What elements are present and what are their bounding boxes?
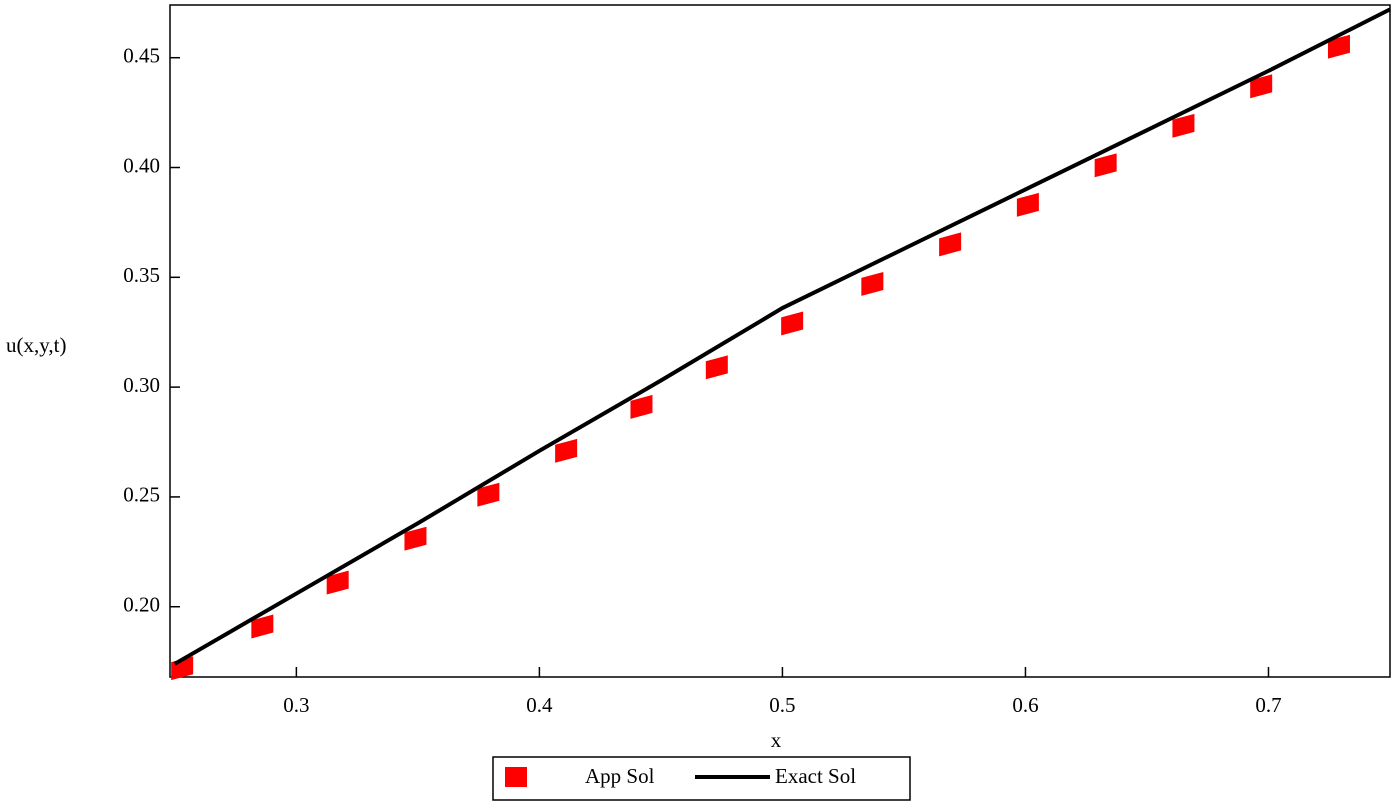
marker bbox=[1327, 34, 1350, 59]
marker bbox=[477, 482, 500, 507]
exact-line bbox=[173, 7, 1391, 666]
x-tick-label: 0.6 bbox=[1012, 693, 1038, 717]
x-tick-label: 0.7 bbox=[1255, 693, 1281, 717]
marker bbox=[326, 570, 349, 595]
legend-marker bbox=[505, 767, 527, 787]
marker bbox=[555, 438, 578, 463]
x-tick-label: 0.3 bbox=[283, 693, 309, 717]
marker bbox=[1172, 113, 1195, 138]
marker bbox=[251, 614, 274, 639]
x-tick-label: 0.5 bbox=[769, 693, 795, 717]
y-tick-label: 0.45 bbox=[123, 44, 160, 68]
y-tick-label: 0.25 bbox=[123, 483, 160, 507]
y-tick-label: 0.30 bbox=[123, 373, 160, 397]
y-tick-label: 0.20 bbox=[123, 593, 160, 617]
y-tick-label: 0.40 bbox=[123, 153, 160, 177]
marker bbox=[861, 271, 884, 296]
marker bbox=[630, 394, 653, 419]
marker bbox=[705, 355, 728, 380]
marker bbox=[1016, 192, 1039, 217]
marker bbox=[404, 526, 427, 551]
y-axis-label: u(x,y,t) bbox=[6, 333, 66, 357]
x-tick-label: 0.4 bbox=[526, 693, 553, 717]
marker bbox=[1250, 74, 1273, 99]
legend-label: Exact Sol bbox=[775, 764, 856, 788]
y-tick-label: 0.35 bbox=[123, 263, 160, 287]
x-axis-label: x bbox=[771, 728, 782, 752]
marker bbox=[939, 232, 962, 257]
marker bbox=[1094, 153, 1117, 178]
legend-label: App Sol bbox=[585, 764, 655, 788]
plot-frame bbox=[169, 4, 1391, 678]
marker bbox=[781, 311, 804, 336]
